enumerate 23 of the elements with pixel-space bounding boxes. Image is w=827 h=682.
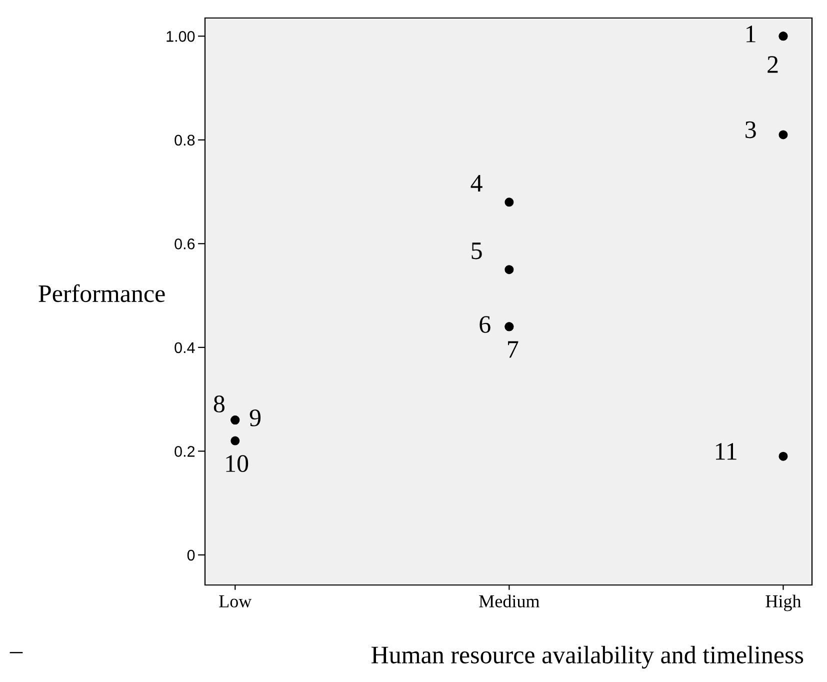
y-tick-label: 0.8	[174, 134, 195, 146]
y-axis-title: Performance	[38, 284, 165, 302]
annotation: 5	[472, 242, 482, 260]
annotation: 3	[746, 121, 756, 138]
y-tick-label: 0.4	[174, 342, 195, 354]
annotation: 1	[746, 26, 756, 42]
y-tick-label: 0	[187, 550, 195, 561]
x-tick-label: High	[766, 594, 802, 612]
annotation: 4	[470, 175, 482, 192]
y-tick-label: 1.00	[166, 31, 195, 42]
x-tick-label: Medium	[479, 594, 540, 608]
text: _	[10, 652, 23, 654]
y-tick-label: 0.6	[174, 238, 195, 250]
annotation: 11	[716, 443, 736, 460]
annotation: 9	[250, 409, 261, 426]
annotation: 8	[214, 396, 224, 412]
annotation: 10	[226, 455, 248, 472]
y-tick-label: 0.2	[174, 446, 195, 457]
annotation: 6	[480, 316, 490, 333]
x-axis-title: Human resource availability and timeliness	[372, 646, 804, 669]
annotation: 7	[508, 341, 518, 358]
annotation: 2	[768, 56, 778, 73]
x-tick-label: Low	[219, 595, 252, 608]
